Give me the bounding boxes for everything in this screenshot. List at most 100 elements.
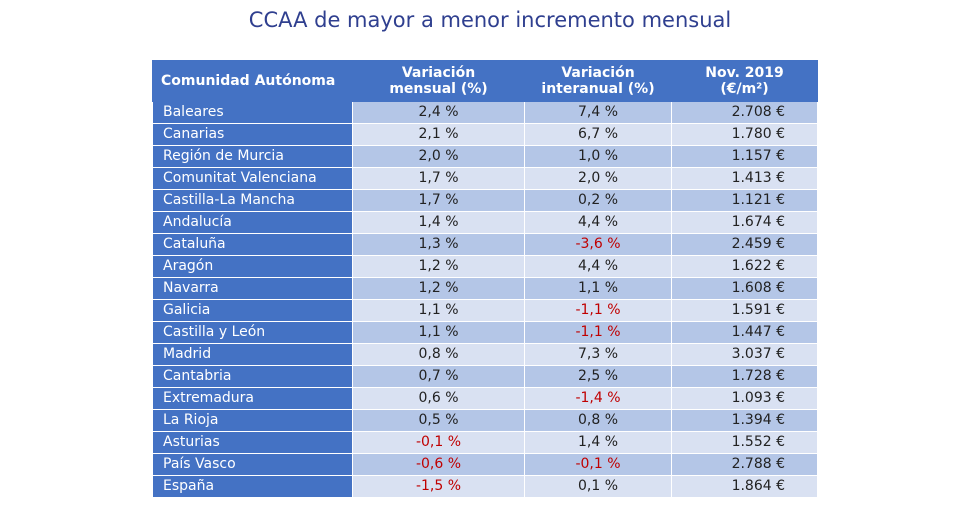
cell-annual: 0,8 % [524,409,672,432]
cell-region: La Rioja [152,409,353,432]
cell-annual: 1,1 % [524,277,672,300]
cell-monthly: 1,7 % [352,189,525,212]
cell-monthly: 2,1 % [352,123,525,146]
cell-annual: 7,4 % [524,101,672,124]
cell-price: 1.447 € [671,321,818,344]
cell-annual: -3,6 % [524,233,672,256]
cell-monthly: 1,1 % [352,299,525,322]
cell-region: Navarra [152,277,353,300]
ccaa-table: Comunidad Autónoma Variación mensual (%)… [152,60,818,498]
cell-price: 1.608 € [671,277,818,300]
cell-annual: -0,1 % [524,453,672,476]
cell-price: 1.394 € [671,409,818,432]
table-row: Comunitat Valenciana 1,7 % 2,0 % 1.413 € [152,167,818,190]
cell-region: Cantabria [152,365,353,388]
cell-monthly: 0,7 % [352,365,525,388]
cell-monthly: 1,2 % [352,277,525,300]
cell-region: Castilla-La Mancha [152,189,353,212]
table-row: Navarra 1,2 % 1,1 % 1.608 € [152,277,818,300]
cell-monthly: 1,2 % [352,255,525,278]
table-row: La Rioja 0,5 % 0,8 % 1.394 € [152,409,818,432]
cell-price: 2.459 € [671,233,818,256]
cell-region: Región de Murcia [152,145,353,168]
cell-annual: 2,0 % [524,167,672,190]
table-row: Baleares 2,4 % 7,4 % 2.708 € [152,101,818,124]
header-region: Comunidad Autónoma [152,60,353,102]
cell-annual: 7,3 % [524,343,672,366]
cell-region: Madrid [152,343,353,366]
cell-annual: 1,4 % [524,431,672,454]
cell-region: Asturias [152,431,353,454]
cell-annual: 4,4 % [524,211,672,234]
cell-region: Galicia [152,299,353,322]
cell-region: España [152,475,353,498]
cell-annual: 6,7 % [524,123,672,146]
header-price-line2: (€/m²) [720,81,769,97]
header-price-line1: Nov. 2019 [705,65,784,81]
cell-monthly: 1,7 % [352,167,525,190]
cell-monthly: 0,5 % [352,409,525,432]
cell-monthly: 1,1 % [352,321,525,344]
table-body: Baleares 2,4 % 7,4 % 2.708 € Canarias 2,1 % 6,… [152,101,818,498]
cell-region: País Vasco [152,453,353,476]
table-row: Asturias -0,1 % 1,4 % 1.552 € [152,431,818,454]
cell-region: Canarias [152,123,353,146]
table-row: País Vasco -0,6 % -0,1 % 2.788 € [152,453,818,476]
cell-region: Cataluña [152,233,353,256]
cell-annual: 2,5 % [524,365,672,388]
cell-region: Extremadura [152,387,353,410]
cell-price: 1.622 € [671,255,818,278]
header-monthly-line1: Variación [401,65,476,81]
cell-monthly: 2,4 % [352,101,525,124]
header-row: Comunidad Autónoma Variación mensual (%)… [152,60,818,102]
cell-price: 1.093 € [671,387,818,410]
table-row: Cataluña 1,3 % -3,6 % 2.459 € [152,233,818,256]
cell-annual: 0,2 % [524,189,672,212]
table-row: Madrid 0,8 % 7,3 % 3.037 € [152,343,818,366]
table-row: Canarias 2,1 % 6,7 % 1.780 € [152,123,818,146]
table-row: Región de Murcia 2,0 % 1,0 % 1.157 € [152,145,818,168]
table-row: Extremadura 0,6 % -1,4 % 1.093 € [152,387,818,410]
header-annual-line1: Variación [561,65,635,81]
cell-price: 3.037 € [671,343,818,366]
cell-region: Andalucía [152,211,353,234]
table-row: Aragón 1,2 % 4,4 % 1.622 € [152,255,818,278]
cell-price: 1.864 € [671,475,818,498]
cell-region: Baleares [152,101,353,124]
header-monthly: Variación mensual (%) [352,60,525,102]
cell-price: 1.728 € [671,365,818,388]
table-row: Castilla-La Mancha 1,7 % 0,2 % 1.121 € [152,189,818,212]
cell-monthly: 1,4 % [352,211,525,234]
cell-price: 2.788 € [671,453,818,476]
cell-price: 1.413 € [671,167,818,190]
cell-annual: -1,4 % [524,387,672,410]
cell-price: 2.708 € [671,101,818,124]
cell-monthly: -1,5 % [352,475,525,498]
cell-region: Aragón [152,255,353,278]
cell-price: 1.157 € [671,145,818,168]
table-row: Castilla y León 1,1 % -1,1 % 1.447 € [152,321,818,344]
cell-region: Castilla y León [152,321,353,344]
cell-monthly: -0,1 % [352,431,525,454]
header-annual-line2: interanual (%) [541,81,655,97]
header-annual: Variación interanual (%) [524,60,672,102]
page-title: CCAA de mayor a menor incremento mensual [248,8,732,32]
cell-annual: -1,1 % [524,299,672,322]
cell-price: 1.121 € [671,189,818,212]
cell-annual: 0,1 % [524,475,672,498]
header-monthly-line2: mensual (%) [389,81,488,97]
cell-price: 1.674 € [671,211,818,234]
cell-annual: -1,1 % [524,321,672,344]
cell-annual: 1,0 % [524,145,672,168]
cell-price: 1.780 € [671,123,818,146]
header-price: Nov. 2019 (€/m²) [671,60,818,102]
cell-annual: 4,4 % [524,255,672,278]
cell-monthly: 0,6 % [352,387,525,410]
table-row: Galicia 1,1 % -1,1 % 1.591 € [152,299,818,322]
cell-monthly: 1,3 % [352,233,525,256]
cell-price: 1.552 € [671,431,818,454]
cell-monthly: 0,8 % [352,343,525,366]
cell-monthly: 2,0 % [352,145,525,168]
cell-region: Comunitat Valenciana [152,167,353,190]
cell-price: 1.591 € [671,299,818,322]
